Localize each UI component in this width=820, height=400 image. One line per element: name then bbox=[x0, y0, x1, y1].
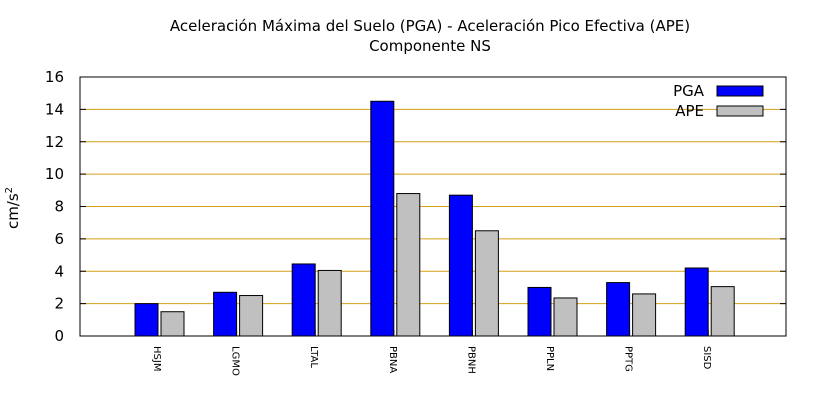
y-axis-ticks: 0 2 4 6 8 10 12 14 16 bbox=[45, 68, 786, 345]
legend-label: APE bbox=[675, 102, 704, 120]
bar-pga bbox=[291, 263, 316, 337]
bar-pga bbox=[606, 282, 631, 337]
bar-pga bbox=[134, 303, 159, 337]
y-tick-label: 8 bbox=[54, 198, 64, 216]
chart-title: Aceleración Máxima del Suelo (PGA) - Ace… bbox=[170, 17, 690, 35]
x-axis-ticks: HSJM LGMO LTAL PBNA PBNH PPLN PPTG SISD bbox=[151, 330, 712, 376]
y-tick-label: 4 bbox=[54, 262, 64, 280]
bar-ape bbox=[396, 193, 421, 337]
bar-ape bbox=[632, 293, 657, 337]
y-axis-label-unit: cm/s bbox=[4, 193, 22, 229]
x-tick-label: LTAL bbox=[308, 346, 319, 368]
bar-pga bbox=[448, 194, 473, 337]
legend-swatch bbox=[716, 105, 764, 117]
legend-swatch bbox=[716, 85, 764, 97]
legend: PGA APE bbox=[673, 82, 764, 120]
bar-ape bbox=[474, 230, 499, 337]
x-tick-label: SISD bbox=[701, 346, 712, 370]
y-axis-label-superscript: 2 bbox=[4, 187, 15, 193]
y-tick-label: 2 bbox=[54, 295, 64, 313]
bar-ape bbox=[317, 269, 342, 337]
y-tick-label: 10 bbox=[45, 165, 64, 183]
bar-ape bbox=[239, 295, 264, 337]
legend-label: PGA bbox=[673, 82, 705, 100]
y-tick-label: 16 bbox=[45, 68, 64, 86]
bar-pga bbox=[213, 291, 238, 337]
x-tick-label: LGMO bbox=[230, 346, 241, 376]
x-tick-label: PBNH bbox=[465, 346, 476, 374]
x-tick-label: PPLN bbox=[544, 346, 555, 371]
y-tick-label: 6 bbox=[54, 230, 64, 248]
bar-pga bbox=[527, 286, 552, 337]
chart-subtitle: Componente NS bbox=[369, 37, 491, 55]
bar-pga bbox=[684, 267, 709, 337]
x-tick-label: PPTG bbox=[623, 346, 634, 372]
bar-ape bbox=[710, 286, 735, 337]
bar-ape bbox=[553, 297, 578, 337]
y-tick-label: 12 bbox=[45, 133, 64, 151]
bars bbox=[134, 100, 735, 337]
bar-pga bbox=[370, 100, 395, 337]
x-tick-label: PBNA bbox=[387, 346, 398, 373]
gridlines bbox=[80, 108, 786, 305]
y-tick-label: 0 bbox=[54, 327, 64, 345]
bar-ape bbox=[160, 311, 185, 337]
y-axis-label: cm/s2 bbox=[4, 187, 22, 229]
x-tick-label: HSJM bbox=[151, 346, 162, 371]
y-tick-label: 14 bbox=[45, 100, 64, 118]
